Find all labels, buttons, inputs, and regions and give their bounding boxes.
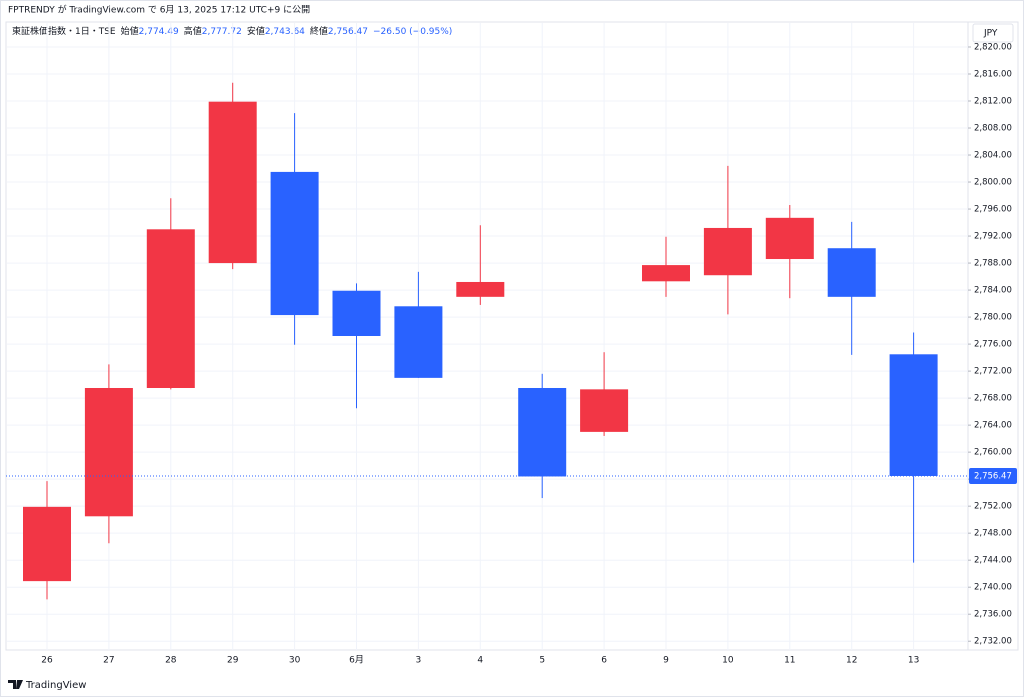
x-tick-label: 27	[103, 656, 114, 666]
x-tick-label: 6月	[349, 655, 364, 666]
x-tick-label: 26	[41, 656, 53, 666]
currency: JPY	[983, 29, 998, 39]
x-tick-label: 10	[722, 656, 734, 666]
candle-body	[84, 387, 133, 517]
last-price-box	[969, 467, 1017, 484]
legend-text: 東証株価指数・1日・TSE 始値2,774.49 高値2,777.72 安値2,743…	[12, 25, 452, 37]
y-tick-label: 2,788.00	[974, 259, 1012, 269]
y-tick-label: 2,748.00	[974, 529, 1012, 539]
legend-label: 安値	[247, 25, 265, 37]
y-tick-label: 2,804.00	[974, 151, 1012, 161]
footer: TradingView	[25, 680, 86, 691]
x-tick-label: 13	[908, 656, 919, 666]
currency-box	[972, 23, 1014, 43]
x-tick-label: 30	[289, 656, 301, 666]
x-tick-label: 6	[601, 656, 607, 666]
y-tick-label: 2,764.00	[974, 421, 1012, 431]
legend-value: 2,777.72	[202, 27, 242, 37]
candle-body	[332, 290, 381, 336]
y-tick-label: 2,760.00	[974, 448, 1012, 458]
legend-value: 2,774.49	[139, 27, 179, 37]
candle-body	[456, 281, 505, 297]
y-tick-label: 2,816.00	[974, 69, 1012, 79]
candle-body	[23, 506, 71, 582]
x-tick-label: 12	[846, 656, 857, 666]
candle-body	[270, 171, 319, 316]
y-tick-label: 2,796.00	[974, 205, 1012, 215]
y-tick-label: 2,780.00	[974, 313, 1012, 323]
legend-label: 終値	[310, 25, 328, 37]
candle-body	[703, 227, 752, 276]
legend-change: −26.50 (−0.95%)	[373, 27, 452, 37]
y-tick-label: 2,740.00	[974, 583, 1012, 593]
y-tick-label: 2,768.00	[974, 394, 1012, 404]
y-tick-label: 2,812.00	[974, 97, 1012, 107]
x-tick-label: 5	[539, 656, 545, 666]
candle-body	[146, 229, 195, 388]
legend-label: 始値	[121, 25, 139, 37]
footer-logo: TradingView	[8, 680, 86, 691]
candle-body	[394, 306, 443, 378]
candle-body	[642, 265, 690, 282]
y-tick-label: 2,808.00	[974, 124, 1012, 134]
x-tick-label: 29	[227, 656, 239, 666]
candle-body	[580, 389, 629, 432]
y-tick-label: 2,752.00	[974, 502, 1012, 512]
candle-body	[827, 248, 876, 297]
last-price-label: 2,756.47	[974, 471, 1012, 481]
y-tick-label: 2,776.00	[974, 340, 1012, 350]
x-tick-label: 9	[663, 656, 669, 666]
x-tick-label: 4	[477, 656, 483, 666]
x-tick-label: 3	[416, 656, 422, 666]
legend-label: 高値	[184, 25, 202, 37]
candle-body	[889, 354, 938, 476]
x-tick-label: 11	[784, 656, 795, 666]
y-tick-label: 2,800.00	[974, 178, 1012, 188]
y-tick-label: 2,744.00	[974, 556, 1012, 566]
y-tick-label: 2,772.00	[974, 367, 1012, 377]
plot: 2,732.00 2,736.00 2,740.00 2,744.00 2,748.00…	[6, 23, 1017, 666]
header: FPTRENDY が TradingView.com で 6月 13, 2025…	[8, 4, 310, 16]
legend-value: 2,743.64	[265, 27, 305, 37]
legend-symbol: 東証株価指数・1日・TSE	[12, 25, 116, 37]
candle-body	[208, 101, 257, 264]
y-tick-label: 2,792.00	[974, 232, 1012, 242]
candle-body	[518, 387, 567, 477]
legend-value: 2,756.47	[328, 27, 368, 37]
x-tick-label: 28	[165, 656, 177, 666]
y-tick-label: 2,820.00	[974, 42, 1012, 52]
legend: 東証株価指数・1日・TSE 始値2,774.49 高値2,777.72 安値2,743…	[12, 25, 452, 37]
y-tick-label: 2,736.00	[974, 610, 1012, 620]
y-tick-label: 2,784.00	[974, 286, 1012, 296]
candle-body	[765, 217, 814, 260]
y-tick-label: 2,732.00	[974, 637, 1012, 647]
